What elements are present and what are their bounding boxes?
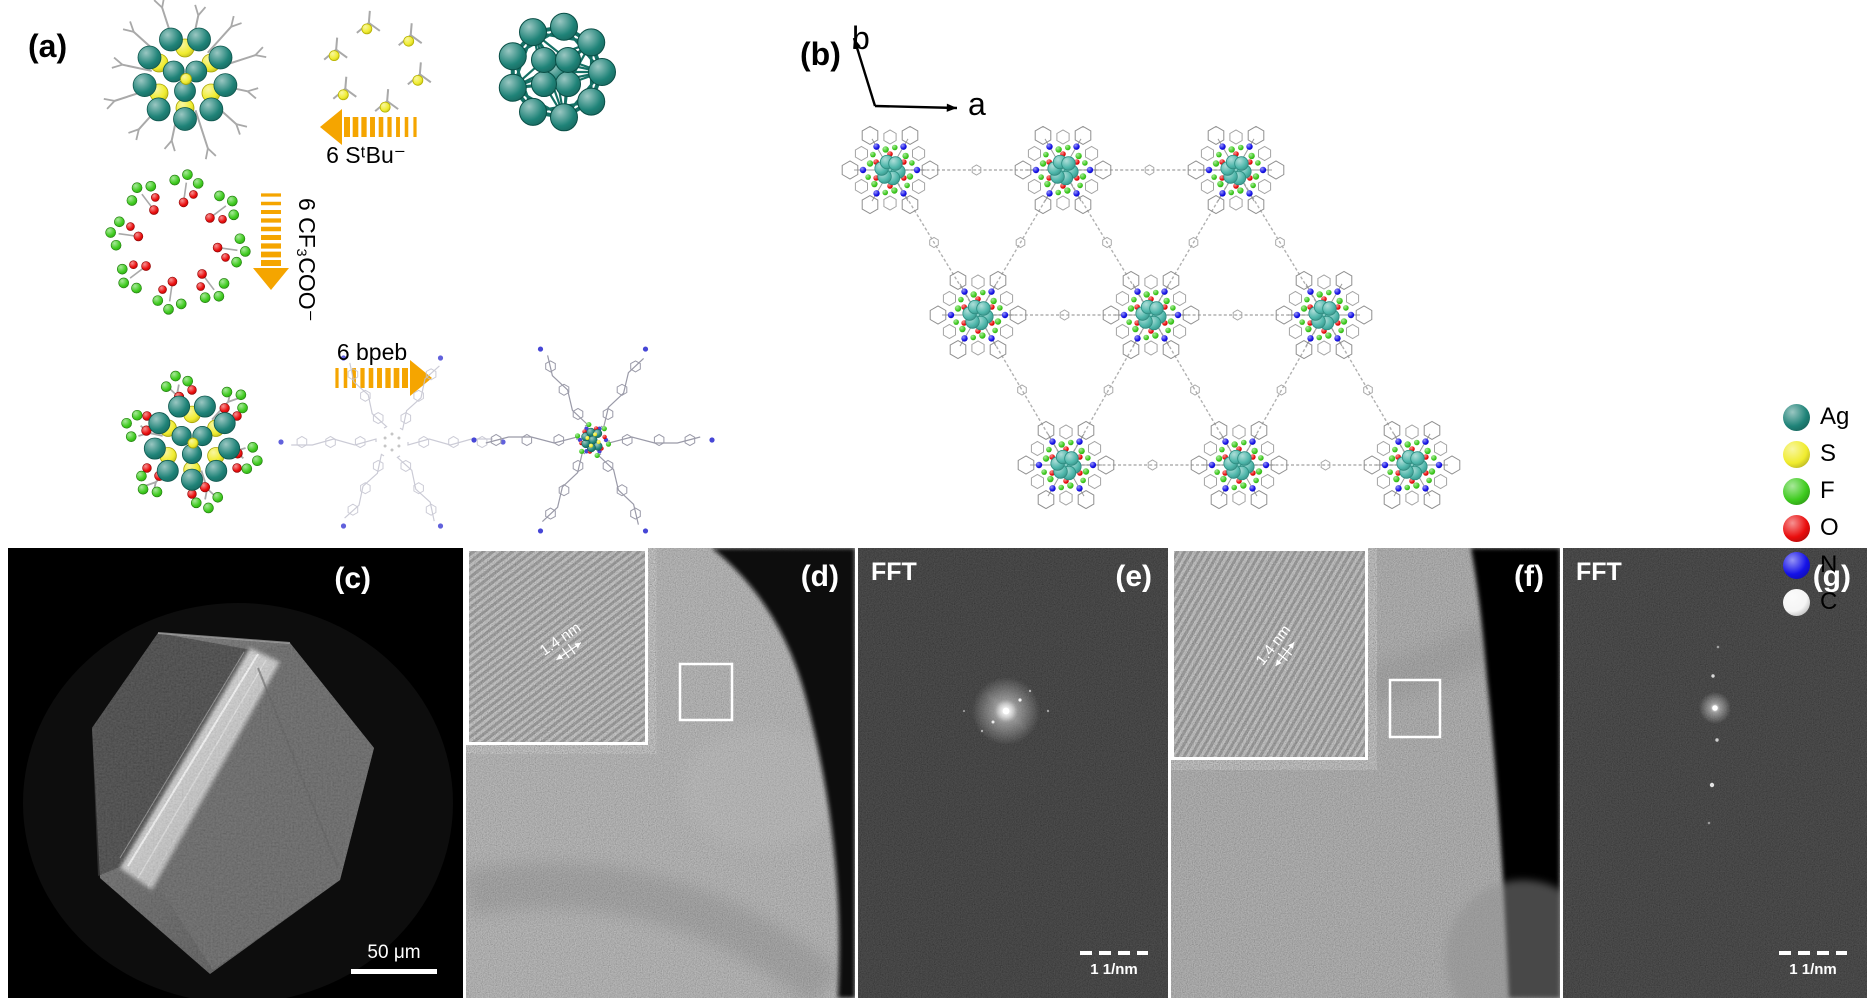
legend-item-ag: Ag (1783, 403, 1849, 431)
legend-label-ag: Ag (1820, 403, 1850, 430)
legend-item-s: S (1783, 440, 1849, 468)
atom-sphere-s (1783, 440, 1810, 468)
legend-label-n: N (1820, 551, 1838, 578)
fft-scale-text-e: 1 1/nm (1090, 961, 1138, 978)
legend-item-f: F (1783, 477, 1849, 505)
molecular-structures-a (103, 0, 715, 534)
fft-image-g (1563, 548, 1867, 998)
measure-arrow-d (556, 642, 582, 661)
selected-area-box-f (1388, 678, 1442, 739)
sem-scale-bar: 50 μm (351, 942, 437, 974)
axis-b-label: b (852, 20, 870, 56)
atom-sphere-o (1783, 514, 1810, 542)
crystal-lattice-drawing (841, 37, 1461, 510)
axis-a-label: a (968, 86, 986, 122)
atom-sphere-n (1783, 551, 1810, 579)
panel-e-fft-image: FFT (e) 1 1/nm (858, 548, 1168, 998)
fft-scale-bar-e: 1 1/nm (1080, 951, 1148, 978)
tem-image-f: 1.4 nm (1171, 548, 1560, 998)
fft-image-e (858, 548, 1168, 998)
sem-scale-line (351, 969, 437, 974)
legend-label-c: C (1820, 588, 1838, 615)
legend-label-o: O (1820, 514, 1839, 541)
synthesis-scheme-drawing: 6 SᵗBu⁻ 6 CF₃COO⁻ 6 bpeb (103, 0, 715, 534)
fft-scale-bar-g: 1 1/nm (1779, 951, 1847, 978)
panel-label-g: (g) (1812, 560, 1851, 593)
fft-scale-dashes-e (1080, 951, 1148, 955)
fft-title-e: FFT (871, 558, 917, 586)
atom-sphere-f (1783, 477, 1810, 505)
panel-label-e: (e) (1115, 560, 1152, 593)
atom-sphere-ag (1783, 403, 1810, 431)
legend-label-f: F (1820, 477, 1835, 504)
panel-g-fft-image: FFT (g) 1 1/nm (1563, 548, 1867, 998)
panel-label-a: (a) (28, 28, 68, 64)
fft-scale-text-g: 1 1/nm (1789, 961, 1837, 978)
sem-crystal-image (8, 548, 463, 998)
panel-f-tem-image: 1.4 nm (f) (1171, 548, 1560, 998)
reagent-bpeb-label: 6 bpeb (337, 339, 407, 365)
reagent-stbu-label: 6 SᵗBu⁻ (326, 142, 406, 168)
measure-arrow-f (1275, 641, 1295, 667)
panel-label-d: (d) (800, 560, 839, 593)
legend-item-n: N (1783, 551, 1849, 579)
panel-c-sem-image: (c) 50 μm (8, 548, 463, 998)
legend-item-c: C (1783, 588, 1849, 616)
legend-item-o: O (1783, 514, 1849, 542)
sem-scale-text: 50 μm (367, 942, 421, 963)
panel-label-b: (b) (800, 36, 841, 72)
panel-label-f: (f) (1514, 560, 1544, 593)
panel-label-c: (c) (334, 562, 371, 595)
fft-scale-dashes-g (1779, 951, 1847, 955)
atom-sphere-c (1783, 588, 1810, 616)
panel-d-tem-image: 1.4 nm (d) (466, 548, 855, 998)
reagent-tfa-label: 6 CF₃COO⁻ (294, 198, 320, 322)
tem-image-d: 1.4 nm (466, 548, 855, 998)
legend-label-s: S (1820, 440, 1837, 467)
selected-area-box-d (678, 662, 734, 722)
atom-color-legend: Ag S F O N C (1783, 403, 1849, 616)
fft-title-g: FFT (1576, 558, 1622, 586)
